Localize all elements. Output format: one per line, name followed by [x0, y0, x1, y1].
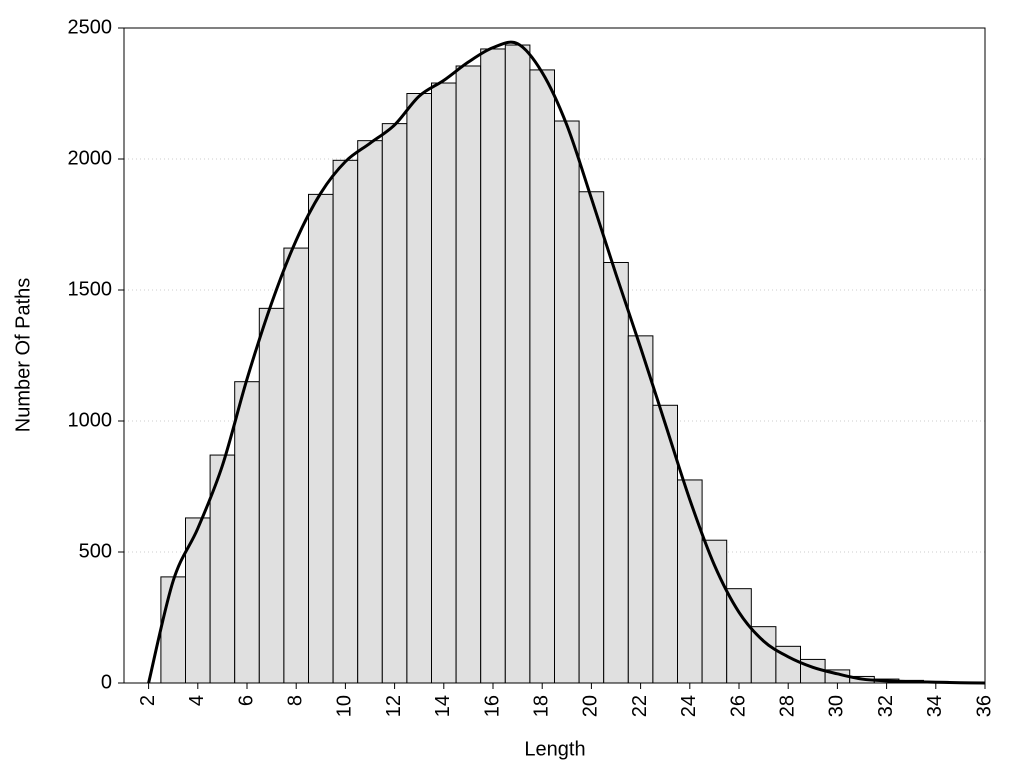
x-tick-label: 2 — [137, 695, 159, 706]
x-tick-label: 26 — [727, 695, 749, 717]
bar — [554, 120, 580, 684]
x-tick-label: 36 — [973, 695, 995, 717]
density-curve — [147, 40, 986, 685]
x-tick-label: 12 — [383, 695, 405, 717]
x-tick-label: 14 — [432, 695, 454, 717]
bar — [381, 123, 408, 684]
bar — [258, 307, 285, 684]
bar — [627, 335, 654, 684]
bar — [234, 381, 260, 684]
bar — [357, 140, 383, 684]
bar — [283, 247, 309, 684]
bar — [332, 159, 359, 684]
plot-frame — [123, 27, 986, 684]
bar — [209, 454, 236, 684]
x-tick-label: 28 — [776, 695, 798, 717]
x-tick-label: 32 — [875, 695, 897, 717]
bar — [431, 82, 457, 684]
x-tick-label: 20 — [580, 695, 602, 717]
bar — [308, 193, 334, 684]
bar — [677, 479, 703, 684]
y-axis-label: Number Of Paths — [12, 278, 34, 433]
bar — [578, 191, 605, 684]
bar — [529, 69, 556, 684]
bar — [480, 48, 506, 684]
x-tick-label: 18 — [530, 695, 552, 717]
x-tick-label: 16 — [481, 695, 503, 717]
y-tick-label: 500 — [79, 540, 112, 562]
y-tick-label: 1000 — [68, 409, 113, 431]
y-tick-label: 0 — [101, 671, 112, 693]
x-tick-label: 30 — [826, 695, 848, 717]
x-tick-label: 22 — [629, 695, 651, 717]
bar — [726, 588, 752, 684]
x-tick-label: 8 — [284, 695, 306, 706]
x-axis-label: Length — [524, 738, 585, 760]
bar — [160, 576, 186, 684]
bar — [603, 261, 629, 684]
bar — [504, 44, 531, 684]
bar — [406, 93, 432, 684]
x-tick-label: 24 — [678, 695, 700, 717]
x-tick-label: 10 — [334, 695, 356, 717]
x-tick-label: 6 — [235, 695, 257, 706]
y-tick-label: 2000 — [68, 147, 113, 169]
bar — [455, 65, 482, 684]
x-tick-label: 4 — [186, 695, 208, 706]
x-tick-label: 34 — [924, 695, 946, 717]
y-tick-label: 2500 — [68, 16, 113, 38]
bar — [750, 626, 777, 684]
y-tick-label: 1500 — [68, 278, 113, 300]
